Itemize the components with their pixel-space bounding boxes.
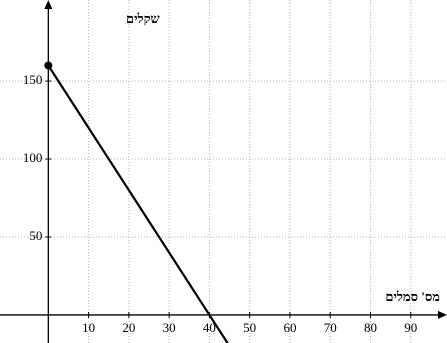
x-axis-label: מס' סמלים: [385, 289, 440, 304]
x-tick-label: 90: [404, 320, 417, 335]
data-line: [47, 64, 229, 343]
y-axis-arrow: [44, 0, 53, 9]
x-tick-label: 60: [283, 320, 296, 335]
x-tick-label: 10: [82, 320, 95, 335]
x-tick-label: 50: [243, 320, 256, 335]
x-tick-label: 80: [364, 320, 377, 335]
x-tick-label: 30: [163, 320, 176, 335]
x-tick-label: 20: [122, 320, 135, 335]
y-tick-label: 100: [23, 150, 43, 165]
y-tick-label: 50: [29, 228, 42, 243]
x-axis-arrow: [438, 310, 447, 319]
y-tick-label: 150: [23, 72, 43, 87]
y-axis-label: שקלים: [126, 11, 161, 26]
x-tick-label: 40: [203, 320, 216, 335]
data-point: [44, 61, 53, 70]
x-tick-label: 70: [324, 320, 337, 335]
